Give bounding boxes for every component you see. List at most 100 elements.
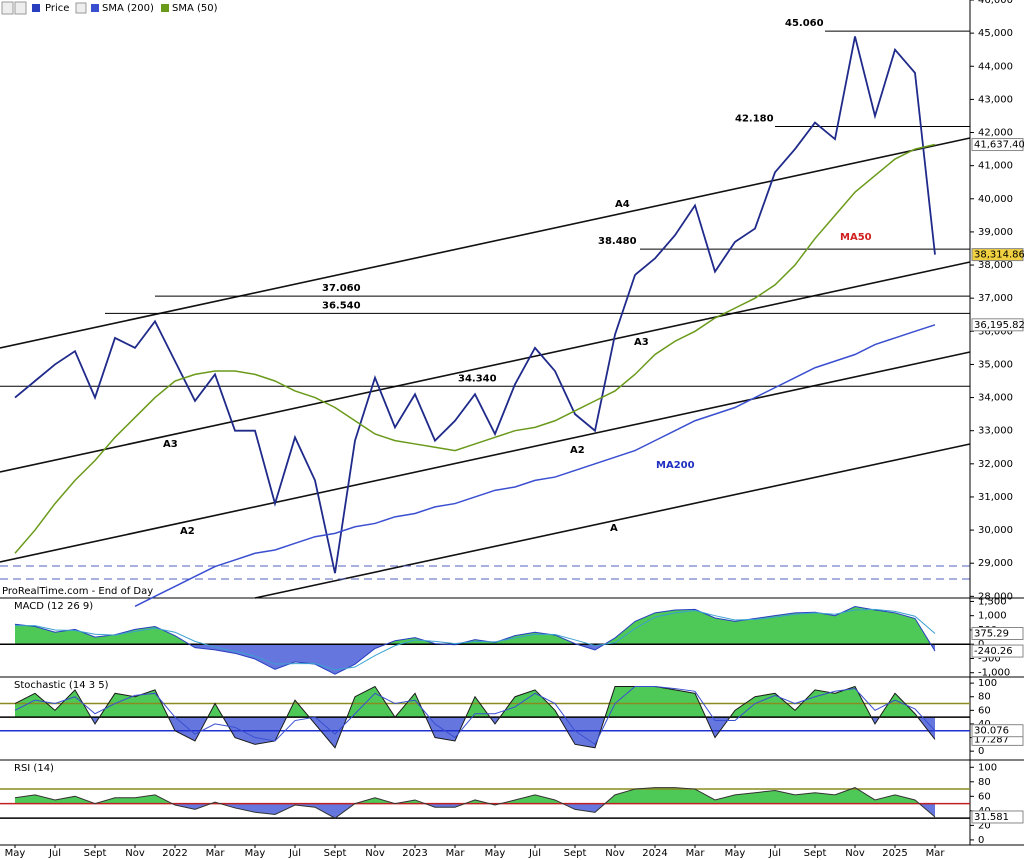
annotation: MA50 bbox=[840, 232, 872, 243]
y-tick-label: 33,000 bbox=[978, 426, 1013, 437]
level-label: 45.060 bbox=[785, 18, 824, 29]
y-tick-label: 34,000 bbox=[978, 393, 1013, 404]
last-value-box bbox=[971, 810, 1024, 824]
y-tick-label: 1,500 bbox=[978, 596, 1007, 607]
x-tick-label: 2023 bbox=[402, 848, 427, 859]
y-tick-label: 40,000 bbox=[978, 194, 1013, 205]
y-tick-label: 36,000 bbox=[978, 326, 1013, 337]
last-value-label: 17.287 bbox=[974, 734, 1009, 745]
x-tick-label: May bbox=[5, 848, 26, 859]
y-tick-label: 39,000 bbox=[978, 227, 1013, 238]
x-tick-label: Jul bbox=[48, 848, 61, 859]
y-tick-label: 20 bbox=[978, 820, 991, 831]
indicator-line bbox=[14, 685, 936, 749]
last-value-label: 36,195.82 bbox=[974, 320, 1024, 331]
last-value-box bbox=[971, 644, 1024, 658]
x-tick-label: Nov bbox=[605, 848, 625, 859]
y-tick-label: 42,000 bbox=[978, 128, 1013, 139]
area-negative bbox=[189, 644, 935, 675]
x-tick-label: May bbox=[485, 848, 506, 859]
area-positive bbox=[15, 606, 935, 645]
area-positive bbox=[15, 686, 935, 718]
x-tick-label: 2022 bbox=[162, 848, 187, 859]
y-tick-label: -1,000 bbox=[978, 668, 1010, 679]
x-tick-label: Nov bbox=[125, 848, 145, 859]
y-tick-label: 44,000 bbox=[978, 61, 1013, 72]
x-tick-label: May bbox=[245, 848, 266, 859]
last-value-label: 31.581 bbox=[974, 812, 1009, 823]
last-value-box bbox=[971, 138, 1024, 152]
y-tick-label: 45,000 bbox=[978, 28, 1013, 39]
last-value-box bbox=[971, 626, 1024, 640]
y-tick-label: 100 bbox=[978, 678, 997, 689]
y-tick-label: 0 bbox=[978, 746, 984, 757]
annotation: A4 bbox=[615, 199, 630, 210]
last-value-label: 30.076 bbox=[974, 726, 1009, 737]
y-tick-label: 41,000 bbox=[978, 161, 1013, 172]
annotation: A2 bbox=[180, 526, 195, 537]
y-tick-label: 80 bbox=[978, 692, 991, 703]
panel-title: Stochastic (14 3 5) bbox=[14, 680, 109, 691]
x-tick-label: Jul bbox=[528, 848, 541, 859]
y-tick-label: 38,000 bbox=[978, 260, 1013, 271]
toolbar: Price SMA (200) SMA (50) bbox=[1, 1, 218, 15]
area-positive bbox=[15, 787, 920, 804]
y-tick-label: 35,000 bbox=[978, 359, 1013, 370]
y-tick-label: 32,000 bbox=[978, 459, 1013, 470]
trendline bbox=[0, 351, 971, 563]
area-negative bbox=[15, 803, 935, 819]
x-tick-label: Sept bbox=[564, 848, 587, 859]
y-tick-label: 60 bbox=[978, 705, 991, 716]
x-tick-label: Jul bbox=[768, 848, 781, 859]
annotation: A2 bbox=[570, 445, 585, 456]
level-label: 36.540 bbox=[322, 300, 361, 311]
x-tick-label: Mar bbox=[446, 848, 466, 859]
indicator-line bbox=[14, 686, 936, 746]
y-tick-label: 29,000 bbox=[978, 558, 1013, 569]
legend-label: SMA (50) bbox=[172, 3, 218, 14]
panel-title: MACD (12 26 9) bbox=[14, 601, 93, 612]
x-tick-label: Mar bbox=[686, 848, 706, 859]
x-tick-label: Mar bbox=[206, 848, 226, 859]
button[interactable] bbox=[75, 2, 87, 14]
trendline bbox=[254, 443, 971, 599]
legend-swatch bbox=[91, 4, 99, 12]
panel-title: RSI (14) bbox=[14, 763, 54, 774]
y-tick-label: 100 bbox=[978, 762, 997, 773]
y-tick-label: 46,000 bbox=[978, 0, 1013, 6]
x-tick-label: Sept bbox=[324, 848, 347, 859]
level-label: 37.060 bbox=[322, 283, 361, 294]
x-tick-label: Jul bbox=[288, 848, 301, 859]
last-value-box bbox=[971, 724, 1024, 738]
x-tick-label: Sept bbox=[84, 848, 107, 859]
last-value-label: 38,314.86 bbox=[974, 250, 1024, 261]
button[interactable] bbox=[1, 1, 14, 15]
last-value-label: -240.26 bbox=[974, 646, 1013, 657]
button[interactable] bbox=[14, 1, 27, 15]
y-tick-label: 28,000 bbox=[978, 591, 1013, 602]
x-tick-label: Nov bbox=[365, 848, 385, 859]
y-tick-label: 43,000 bbox=[978, 94, 1013, 105]
indicator-line bbox=[14, 606, 936, 675]
annotation: A3 bbox=[163, 439, 178, 450]
y-tick-label: 80 bbox=[978, 777, 991, 788]
y-tick-label: 30,000 bbox=[978, 525, 1013, 536]
legend-label: Price bbox=[45, 3, 69, 14]
last-value-box bbox=[971, 248, 1024, 262]
x-tick-label: 2024 bbox=[642, 848, 667, 859]
last-value-label: 375.29 bbox=[974, 628, 1009, 639]
footer: ProRealTime.com - End of Day bbox=[2, 586, 153, 597]
legend-label: SMA (200) bbox=[102, 3, 154, 14]
legend-swatch bbox=[161, 4, 169, 12]
legend-swatch bbox=[32, 4, 40, 12]
y-tick-label: 1,000 bbox=[978, 611, 1007, 622]
annotation: A3 bbox=[634, 337, 649, 348]
x-tick-label: Sept bbox=[804, 848, 827, 859]
y-tick-label: 31,000 bbox=[978, 492, 1013, 503]
annotation: A bbox=[610, 523, 618, 534]
price-line bbox=[14, 36, 936, 574]
indicator-line bbox=[14, 787, 936, 819]
y-tick-label: 37,000 bbox=[978, 293, 1013, 304]
y-tick-label: 60 bbox=[978, 791, 991, 802]
y-tick-label: -500 bbox=[978, 653, 1001, 664]
